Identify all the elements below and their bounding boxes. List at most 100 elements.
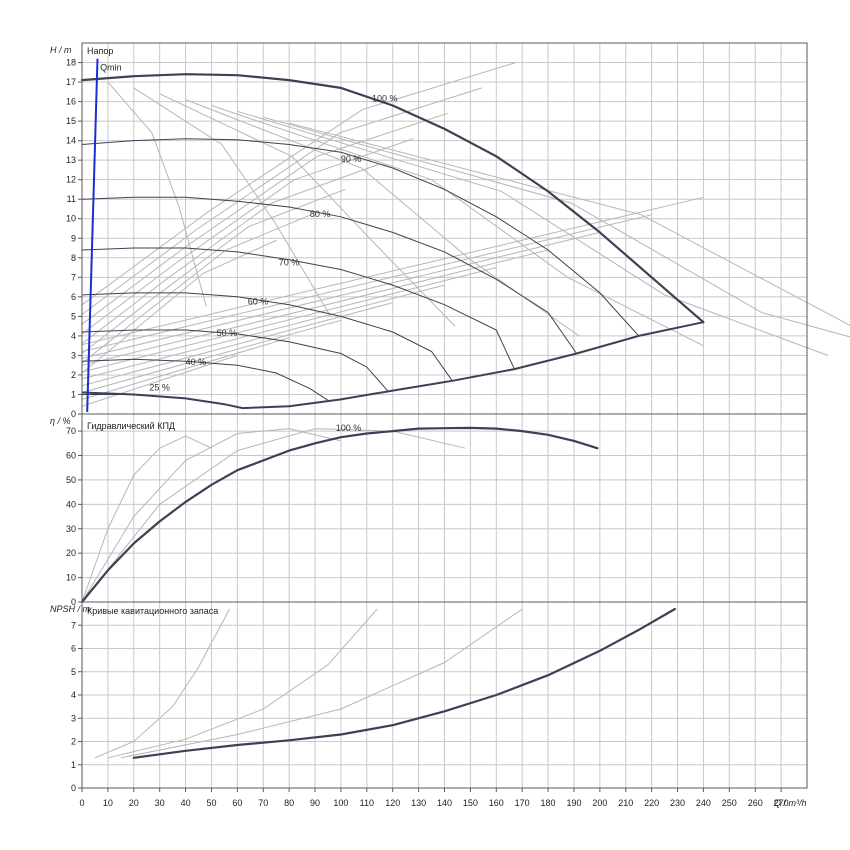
y-tick-label: 2 <box>71 370 76 380</box>
background-curve <box>81 249 549 366</box>
y-tick-label: 4 <box>71 690 76 700</box>
background-curve <box>94 608 231 759</box>
y-tick-label: 10 <box>66 573 76 583</box>
x-tick-label: 190 <box>566 798 581 808</box>
series-label: 70 % <box>279 258 300 268</box>
panel-title: Кривые кавитационного запаса <box>87 606 218 616</box>
y-tick-label: 0 <box>71 409 76 419</box>
y-tick-label: 70 <box>66 426 76 436</box>
y-tick-label: 5 <box>71 667 76 677</box>
x-tick-label: 40 <box>181 798 191 808</box>
x-tick-label: 100 <box>333 798 348 808</box>
series-label: 100 % <box>336 423 362 433</box>
background-curve <box>237 110 828 356</box>
background-curve <box>159 93 456 327</box>
y-tick-label: 20 <box>66 548 76 558</box>
y-tick-label: 7 <box>71 272 76 282</box>
y-tick-label: 40 <box>66 499 76 509</box>
y-tick-label: 9 <box>71 233 76 243</box>
y-tick-label: 1 <box>71 760 76 770</box>
background-curve <box>81 231 601 359</box>
head-curve-90 <box>81 138 640 337</box>
y-axis-label: η / % <box>50 416 71 426</box>
chart-labels: 100 % 90 % 80 % 70 % 60 % 50 % 40 % 25 % 100 % Qm… <box>50 45 807 808</box>
x-tick-label: 20 <box>129 798 139 808</box>
series-label: 40 % <box>186 357 207 367</box>
x-tick-label: 80 <box>284 798 294 808</box>
background-curve <box>81 267 497 373</box>
y-tick-label: 11 <box>67 194 76 204</box>
qmin-line <box>86 58 99 413</box>
background-curve <box>288 122 850 326</box>
x-tick-label: 10 <box>103 798 113 808</box>
y-tick-label: 50 <box>66 475 76 485</box>
head-curve-50 <box>81 329 388 391</box>
x-tick-label: 0 <box>79 798 84 808</box>
background-curve <box>120 608 523 759</box>
y-tick-label: 5 <box>71 311 76 321</box>
background-curve <box>211 105 704 347</box>
background-curve <box>81 214 312 364</box>
head-curve-60 <box>81 292 453 382</box>
x-tick-label: 250 <box>722 798 737 808</box>
background-curve <box>81 428 466 603</box>
y-tick-label: 3 <box>71 350 76 360</box>
x-tick-label: 90 <box>310 798 320 808</box>
y-tick-label: 17 <box>66 77 76 87</box>
background-curve <box>81 138 414 335</box>
panel-title: Напор <box>87 46 113 56</box>
y-tick-label: 15 <box>66 116 76 126</box>
y-tick-label: 7 <box>71 620 76 630</box>
y-axis-label: H / m <box>50 45 72 55</box>
background-curve <box>81 428 342 603</box>
background-curve <box>107 608 378 759</box>
background-curve <box>81 319 342 393</box>
x-tick-label: 260 <box>748 798 763 808</box>
efficiency-curve-100 <box>80 426 599 604</box>
head-curve-80 <box>81 196 578 354</box>
x-axis-label: Q / m³/h <box>774 798 807 808</box>
x-tick-label: 180 <box>541 798 556 808</box>
y-tick-label: 16 <box>66 97 76 107</box>
x-tick-label: 70 <box>258 798 268 808</box>
y-tick-label: 10 <box>66 214 76 224</box>
x-tick-label: 110 <box>360 798 374 808</box>
x-tick-label: 50 <box>206 798 216 808</box>
chart-frame <box>78 42 808 792</box>
background-curve <box>81 435 212 603</box>
data-series <box>80 58 705 759</box>
y-tick-label: 13 <box>66 155 76 165</box>
background-curve <box>107 81 207 307</box>
series-label: 100 % <box>372 94 398 104</box>
y-tick-label: 6 <box>71 292 76 302</box>
x-tick-label: 230 <box>670 798 685 808</box>
series-label: 80 % <box>310 209 331 219</box>
x-tick-label: 210 <box>618 798 633 808</box>
qmin-label: Qmin <box>100 62 122 72</box>
background-curve <box>81 62 517 306</box>
x-tick-label: 170 <box>515 798 530 808</box>
x-tick-label: 140 <box>437 798 452 808</box>
y-tick-label: 0 <box>71 783 76 793</box>
head-curve-100 <box>80 73 705 324</box>
y-tick-label: 1 <box>71 389 76 399</box>
background-curve <box>81 112 448 325</box>
y-tick-label: 4 <box>71 331 76 341</box>
x-tick-label: 160 <box>489 798 504 808</box>
y-tick-label: 30 <box>66 524 76 534</box>
background-curve <box>81 337 290 400</box>
x-tick-label: 270 <box>774 798 789 808</box>
x-tick-label: 220 <box>644 798 659 808</box>
y-tick-label: 6 <box>71 644 76 654</box>
y-axis-label: NPSH / m <box>50 604 91 614</box>
x-tick-label: 130 <box>411 798 426 808</box>
x-tick-label: 240 <box>696 798 711 808</box>
x-tick-label: 60 <box>232 798 242 808</box>
background-curve <box>81 284 445 380</box>
operating-limit-curve <box>81 321 704 410</box>
y-tick-label: 0 <box>71 597 76 607</box>
series-label: 50 % <box>217 328 238 338</box>
grid-lines <box>81 43 808 789</box>
panel-title: Гидравлический КПД <box>87 421 175 431</box>
y-tick-label: 14 <box>66 136 76 146</box>
